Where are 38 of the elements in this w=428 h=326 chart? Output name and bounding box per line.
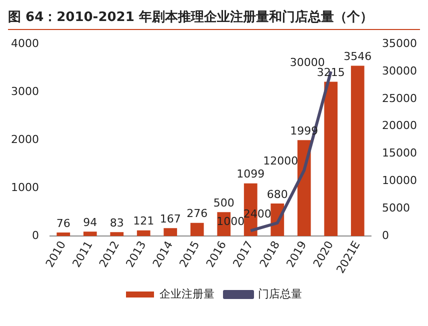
y2-tick-label: 5000 <box>382 202 410 215</box>
data-label: 1099 <box>236 168 265 181</box>
bar <box>190 222 204 236</box>
y-tick-label: 3000 <box>10 84 39 98</box>
bar <box>56 232 70 236</box>
y2-tick-label: 25000 <box>382 92 418 105</box>
chart-title: 图 64：2010-2021 年剧本推理企业注册量和门店总量（个） <box>8 8 420 30</box>
data-label: 680 <box>266 188 288 201</box>
data-label: 167 <box>160 212 181 226</box>
data-label: 94 <box>83 216 98 229</box>
y2-tick-label: 20000 <box>382 119 418 132</box>
bar <box>164 228 178 236</box>
y2-tick-label: 30000 <box>382 64 418 78</box>
data-label: 276 <box>186 207 208 220</box>
data-label: 500 <box>213 196 234 210</box>
data-label: 3546 <box>344 50 372 64</box>
bar <box>83 232 97 236</box>
data-label: 83 <box>110 216 124 230</box>
bar <box>110 232 124 236</box>
data-label: 121 <box>133 214 154 228</box>
y2-tick-label: 10000 <box>382 174 418 188</box>
y2-tick-label: 0 <box>382 228 390 242</box>
data-label: 12000 <box>263 154 298 168</box>
y2-tick-label: 35000 <box>382 36 418 50</box>
y2-tick-label: 15000 <box>382 146 418 160</box>
y-tick-label: 4000 <box>10 36 39 50</box>
data-label: 3215 <box>316 66 345 80</box>
y-tick-label: 1000 <box>10 180 39 194</box>
y-tick-label: 0 <box>32 228 39 242</box>
bar <box>297 140 311 236</box>
data-label: 76 <box>56 216 70 230</box>
y-tick-label: 2000 <box>10 132 39 146</box>
data-label: 30000 <box>290 56 325 69</box>
bar <box>350 66 364 236</box>
legend-label: 门店总量 <box>258 287 302 300</box>
bar <box>324 82 338 236</box>
legend-label: 企业注册量 <box>160 287 214 300</box>
bar <box>136 230 150 236</box>
